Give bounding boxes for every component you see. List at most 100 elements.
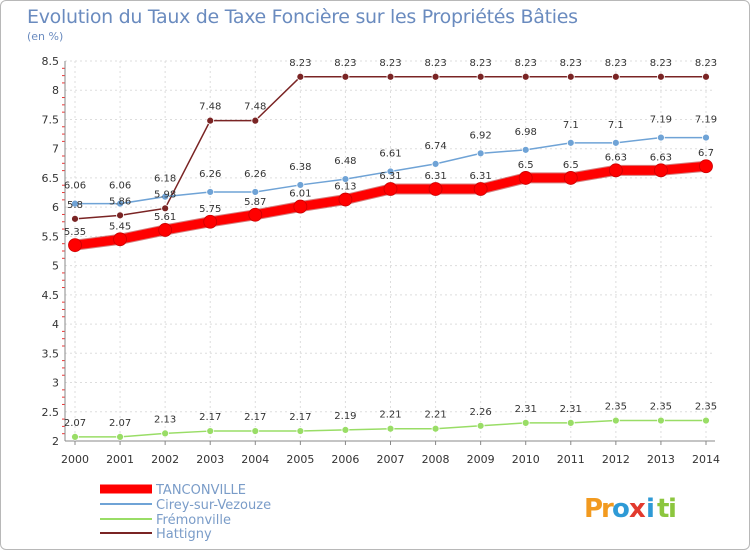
logo-letter: i [668, 494, 677, 524]
data-label-hattigny: 7.48 [199, 102, 221, 113]
data-point-hattigny [296, 72, 305, 81]
data-label-hattigny: 7.48 [244, 102, 266, 113]
data-point-cirey-sur-vezouze [206, 188, 215, 196]
data-point-fremonville [251, 427, 260, 435]
data-point-tanconville [293, 199, 308, 214]
data-label-hattigny: 5.8 [67, 200, 83, 211]
data-point-hattigny [341, 72, 350, 81]
data-label-fremonville: 2.35 [605, 402, 627, 413]
x-tick-label: 2011 [557, 453, 585, 466]
x-tick-label: 2009 [467, 453, 495, 466]
x-tick-label: 2010 [512, 453, 540, 466]
data-point-tanconville [654, 163, 668, 178]
y-tick-label: 4 [52, 318, 59, 331]
data-label-tanconville: 6.01 [289, 189, 311, 200]
data-label-hattigny: 5.86 [109, 196, 131, 207]
data-point-tanconville [68, 238, 82, 253]
data-label-cirey-sur-vezouze: 6.48 [334, 156, 356, 167]
legend-label: Cirey-sur-Vezouze [156, 498, 271, 513]
data-label-tanconville: 5.61 [154, 212, 176, 223]
data-point-cirey-sur-vezouze [251, 188, 260, 196]
data-point-cirey-sur-vezouze [611, 138, 620, 147]
data-point-hattigny [476, 72, 485, 81]
data-point-cirey-sur-vezouze [566, 138, 575, 147]
data-label-cirey-sur-vezouze: 7.19 [695, 115, 717, 126]
data-point-cirey-sur-vezouze [71, 199, 79, 208]
y-tick-label: 5.5 [42, 230, 60, 243]
data-point-hattigny [521, 72, 530, 81]
data-point-cirey-sur-vezouze [476, 149, 485, 158]
y-axis-label: (en %) [27, 30, 64, 43]
data-point-hattigny [71, 214, 79, 223]
data-point-tanconville [608, 163, 623, 178]
data-point-hattigny [386, 72, 395, 81]
data-point-tanconville [113, 232, 127, 247]
data-labels: 5.8 5.86 5.98 7.48 7.48 8.23 8.23 8.23 8.23 8.23 8… [64, 58, 717, 429]
data-label-fremonville: 2.35 [695, 402, 717, 413]
data-label-tanconville: 6.31 [470, 171, 492, 182]
data-label-tanconville: 6.31 [424, 171, 446, 182]
data-label-cirey-sur-vezouze: 7.19 [650, 115, 672, 126]
data-point-cirey-sur-vezouze [296, 181, 305, 189]
data-point-hattigny [657, 72, 665, 81]
y-tick-label: 7.5 [42, 113, 60, 126]
data-point-tanconville [383, 182, 398, 196]
data-label-hattigny: 8.23 [650, 58, 672, 69]
data-point-hattigny [161, 204, 170, 213]
data-point-tanconville [473, 182, 488, 196]
legend-label: Hattigny [156, 527, 212, 542]
data-point-fremonville [341, 425, 350, 434]
data-label-fremonville: 2.21 [379, 410, 401, 421]
y-tick-label: 8.5 [42, 55, 60, 68]
data-point-cirey-sur-vezouze [386, 167, 395, 176]
data-point-hattigny [251, 116, 260, 125]
data-label-cirey-sur-vezouze: 6.06 [64, 181, 86, 192]
data-point-tanconville [563, 171, 578, 185]
data-label-cirey-sur-vezouze: 6.61 [379, 148, 401, 159]
data-label-hattigny: 5.98 [154, 189, 176, 200]
data-label-tanconville: 6.7 [698, 148, 714, 159]
x-tick-label: 2008 [422, 453, 450, 466]
data-label-tanconville: 5.87 [244, 197, 266, 208]
y-tick-label: 2.5 [42, 406, 60, 419]
data-label-cirey-sur-vezouze: 6.98 [515, 127, 537, 138]
x-tick-label: 2007 [377, 453, 405, 466]
data-label-tanconville: 6.63 [650, 152, 672, 163]
data-label-cirey-sur-vezouze: 6.26 [199, 169, 221, 180]
x-tick-label: 2002 [151, 453, 179, 466]
data-point-tanconville [248, 207, 263, 222]
data-label-cirey-sur-vezouze: 6.38 [289, 162, 311, 173]
legend-label: TANCONVILLE [155, 483, 246, 498]
data-point-fremonville [702, 416, 710, 425]
x-tick-label: 2000 [61, 453, 89, 466]
data-label-fremonville: 2.07 [109, 418, 131, 429]
data-point-fremonville [386, 424, 395, 433]
data-point-tanconville [158, 223, 173, 237]
data-label-hattigny: 8.23 [515, 58, 537, 69]
data-point-cirey-sur-vezouze [431, 159, 440, 168]
logo-letter: x [629, 494, 646, 524]
data-label-cirey-sur-vezouze: 6.06 [109, 181, 131, 192]
data-point-hattigny [566, 72, 575, 81]
data-label-hattigny: 8.23 [289, 58, 311, 69]
data-label-cirey-sur-vezouze: 6.74 [424, 141, 446, 152]
data-label-fremonville: 2.13 [154, 414, 176, 425]
data-point-tanconville [338, 192, 353, 207]
data-label-hattigny: 8.23 [695, 58, 717, 69]
data-label-cirey-sur-vezouze: 7.1 [563, 120, 579, 131]
x-tick-label: 2005 [286, 453, 314, 466]
logo-letter: t [657, 494, 669, 524]
data-label-fremonville: 2.21 [424, 410, 446, 421]
data-label-cirey-sur-vezouze: 6.18 [154, 174, 176, 185]
data-label-hattigny: 8.23 [379, 58, 401, 69]
data-point-cirey-sur-vezouze [161, 192, 170, 201]
data-point-fremonville [611, 416, 620, 425]
y-tick-label: 6.5 [42, 172, 60, 185]
proxiti-logo: Pro x i ti [584, 494, 677, 524]
data-point-tanconville [203, 214, 218, 229]
data-label-hattigny: 8.23 [560, 58, 582, 69]
data-label-fremonville: 2.17 [244, 412, 266, 423]
data-label-hattigny: 8.23 [334, 58, 356, 69]
logo-letter: r [601, 494, 614, 524]
data-point-fremonville [521, 418, 530, 427]
